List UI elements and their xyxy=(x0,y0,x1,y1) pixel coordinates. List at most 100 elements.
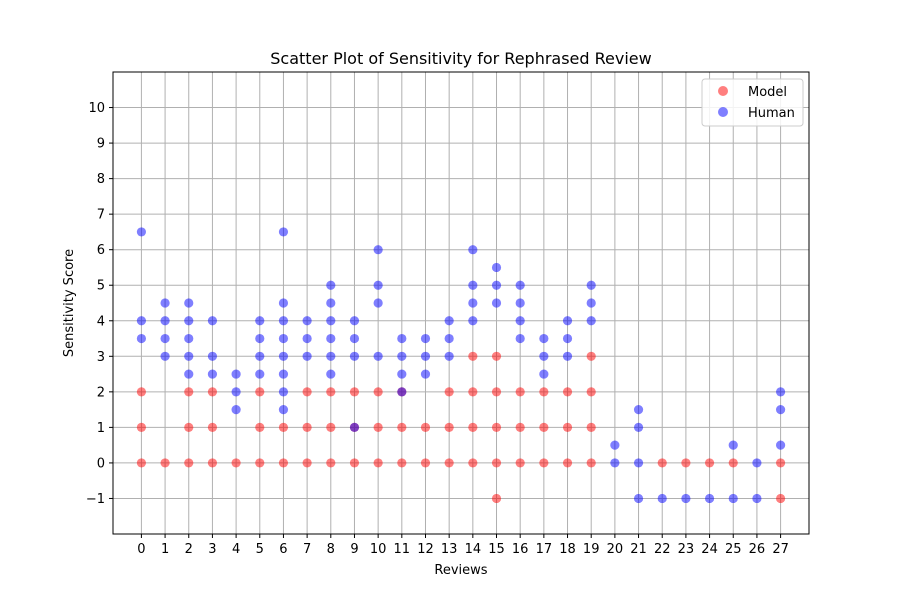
x-tick-label: 4 xyxy=(232,542,240,557)
y-axis-label: Sensitivity Score xyxy=(62,249,77,357)
x-tick-label: 0 xyxy=(137,542,145,557)
human-point xyxy=(420,333,431,344)
model-point xyxy=(657,458,667,468)
x-tick-label: 21 xyxy=(630,542,647,557)
model-point xyxy=(491,493,502,504)
x-tick-label: 25 xyxy=(725,542,742,557)
human-point xyxy=(231,405,241,415)
model-point xyxy=(468,387,478,397)
human-point xyxy=(728,440,738,450)
model-point xyxy=(444,458,454,468)
human-point xyxy=(562,351,573,361)
x-tick-label: 1 xyxy=(161,542,169,557)
human-point xyxy=(160,333,170,344)
model-point xyxy=(255,422,265,432)
human-point xyxy=(468,245,478,255)
human-point xyxy=(349,316,360,326)
human-point xyxy=(420,369,431,379)
human-point xyxy=(657,493,667,504)
chart-title: Scatter Plot of Sensitivity for Rephrase… xyxy=(270,49,651,68)
human-point xyxy=(326,316,336,326)
model-point xyxy=(373,387,383,397)
y-tick-label: 7 xyxy=(97,208,105,223)
human-point xyxy=(160,316,170,326)
human-point xyxy=(207,351,218,361)
model-point xyxy=(207,422,218,432)
human-point xyxy=(397,351,407,361)
x-tick-label: 12 xyxy=(417,542,434,557)
human-point xyxy=(160,298,170,308)
model-point xyxy=(278,422,289,432)
human-point xyxy=(326,351,336,361)
model-point xyxy=(515,387,525,397)
human-point xyxy=(633,405,644,415)
human-point xyxy=(633,458,644,468)
human-point xyxy=(752,493,762,504)
human-point xyxy=(302,351,312,361)
human-point xyxy=(515,316,525,326)
human-point xyxy=(184,316,194,326)
model-point xyxy=(184,387,194,397)
human-point xyxy=(775,387,786,397)
model-point xyxy=(539,387,549,397)
y-tick-label: 5 xyxy=(97,279,105,294)
model-point xyxy=(491,458,502,468)
human-point xyxy=(373,351,383,361)
human-point xyxy=(491,298,502,308)
x-tick-label: 11 xyxy=(394,542,411,557)
human-point xyxy=(491,262,502,273)
human-point xyxy=(444,316,454,326)
data-points xyxy=(136,227,786,504)
plot-frame xyxy=(112,71,810,535)
human-point xyxy=(420,351,431,361)
human-point xyxy=(278,387,289,397)
human-point xyxy=(302,316,312,326)
model-point xyxy=(468,351,478,361)
human-point xyxy=(562,333,573,344)
human-point xyxy=(207,316,218,326)
legend-model-label: Model xyxy=(748,85,787,100)
human-point xyxy=(539,333,549,344)
human-point xyxy=(633,493,644,504)
y-tick-label: 8 xyxy=(97,172,105,187)
model-point xyxy=(728,458,738,468)
human-point xyxy=(610,440,620,450)
model-point xyxy=(586,387,596,397)
x-tick-label: 5 xyxy=(256,542,264,557)
human-point xyxy=(136,227,147,237)
legend-human-marker xyxy=(718,107,728,117)
model-point xyxy=(160,458,170,468)
human-point xyxy=(255,316,265,326)
human-point xyxy=(255,351,265,361)
human-point xyxy=(515,298,525,308)
model-point xyxy=(468,458,478,468)
human-point xyxy=(468,316,478,326)
human-point xyxy=(136,333,147,344)
x-tick-label: 26 xyxy=(749,542,766,557)
model-point xyxy=(326,422,336,432)
x-tick-label: 9 xyxy=(350,542,358,557)
human-point xyxy=(633,422,644,432)
human-point xyxy=(397,333,407,344)
axis-ticks: 0 1 2 3 4 5 6 7 8 9 10 11 12 13 14 15 16 17 18 19 20 21 22 23 24… xyxy=(86,101,789,557)
x-tick-label: 23 xyxy=(678,542,695,557)
model-point xyxy=(136,422,147,432)
model-point xyxy=(420,422,431,432)
human-point xyxy=(586,316,596,326)
model-point xyxy=(373,458,383,468)
model-point xyxy=(207,387,218,397)
human-point xyxy=(184,369,194,379)
human-point xyxy=(349,351,360,361)
y-tick-label: 9 xyxy=(97,137,105,152)
x-tick-label: 19 xyxy=(583,542,600,557)
model-point xyxy=(397,422,407,432)
human-point xyxy=(207,369,218,379)
human-point xyxy=(349,422,360,432)
x-tick-label: 7 xyxy=(303,542,311,557)
human-point xyxy=(373,298,383,308)
human-point xyxy=(184,298,194,308)
x-tick-label: 8 xyxy=(327,542,335,557)
x-tick-label: 13 xyxy=(441,542,458,557)
human-point xyxy=(136,316,147,326)
human-point xyxy=(468,280,478,290)
